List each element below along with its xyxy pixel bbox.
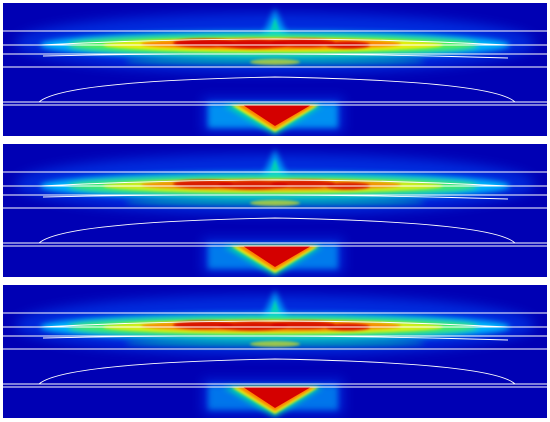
heatmap-field (3, 149, 547, 276)
simulation-panel-2 (3, 144, 547, 277)
heatmap-field (3, 290, 547, 417)
simulation-panel-1 (3, 3, 547, 136)
simulation-panel-3 (3, 285, 547, 418)
heatmap-field (3, 8, 547, 135)
